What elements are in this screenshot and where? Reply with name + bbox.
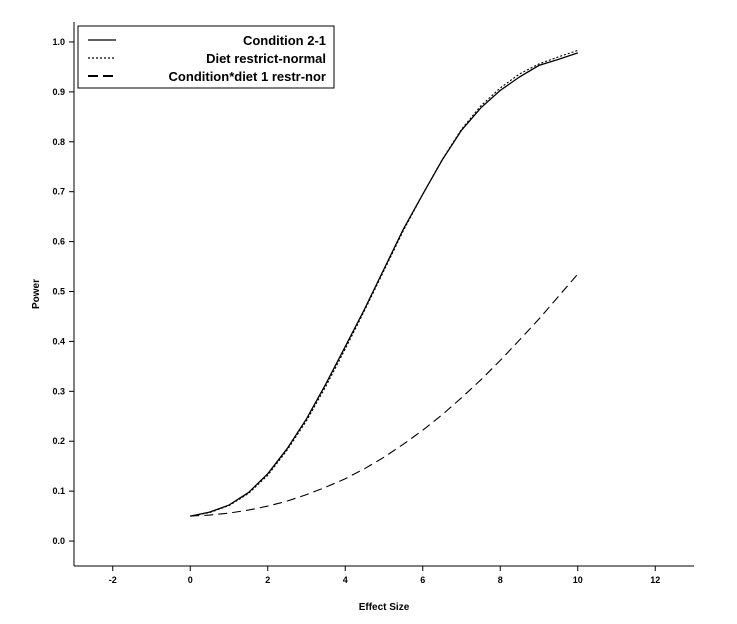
y-tick-label: 0.2	[52, 436, 65, 446]
y-tick-label: 0.6	[52, 237, 65, 247]
y-tick-label: 0.7	[52, 187, 65, 197]
legend-label-condition-diet-interaction: Condition*diet 1 restr-nor	[169, 69, 326, 84]
legend-box	[77, 25, 335, 89]
y-axis-title: Power	[31, 279, 42, 309]
y-tick-label: 0.5	[52, 287, 65, 297]
series-line-2	[190, 273, 579, 517]
x-axis-ticks: -2 0 2 4 6 8 10 12	[109, 566, 660, 585]
y-tick-label: 0.9	[52, 87, 65, 97]
y-tick-label: 0.0	[52, 536, 65, 546]
y-axis-ticks: 0.0 0.1 0.2 0.3 0.4 0.5 0.6 0.7 0.8 0.9 1.0	[52, 37, 74, 546]
x-tick-label: 8	[498, 575, 503, 585]
legend-label-condition-2-1: Condition 2-1	[243, 33, 326, 48]
series-layer	[190, 49, 579, 517]
x-tick-label: 12	[650, 575, 660, 585]
series-line-1	[190, 49, 578, 517]
axes	[73, 22, 694, 567]
y-tick-label: 0.8	[52, 137, 65, 147]
x-tick-label: 6	[420, 575, 425, 585]
legend: Condition 2-1 Diet restrict-normal Condi…	[77, 25, 335, 89]
y-tick-label: 1.0	[52, 37, 65, 47]
x-tick-label: 2	[265, 575, 270, 585]
x-tick-label: -2	[109, 575, 117, 585]
y-tick-label: 0.1	[52, 486, 65, 496]
legend-label-diet-restrict-normal: Diet restrict-normal	[206, 51, 326, 66]
x-tick-label: 10	[573, 575, 583, 585]
y-tick-label: 0.3	[52, 386, 65, 396]
series-line-0	[190, 52, 579, 517]
x-axis-title: Effect Size	[359, 602, 410, 613]
y-tick-label: 0.4	[52, 336, 65, 346]
x-tick-label: 4	[343, 575, 348, 585]
x-tick-label: 0	[188, 575, 193, 585]
